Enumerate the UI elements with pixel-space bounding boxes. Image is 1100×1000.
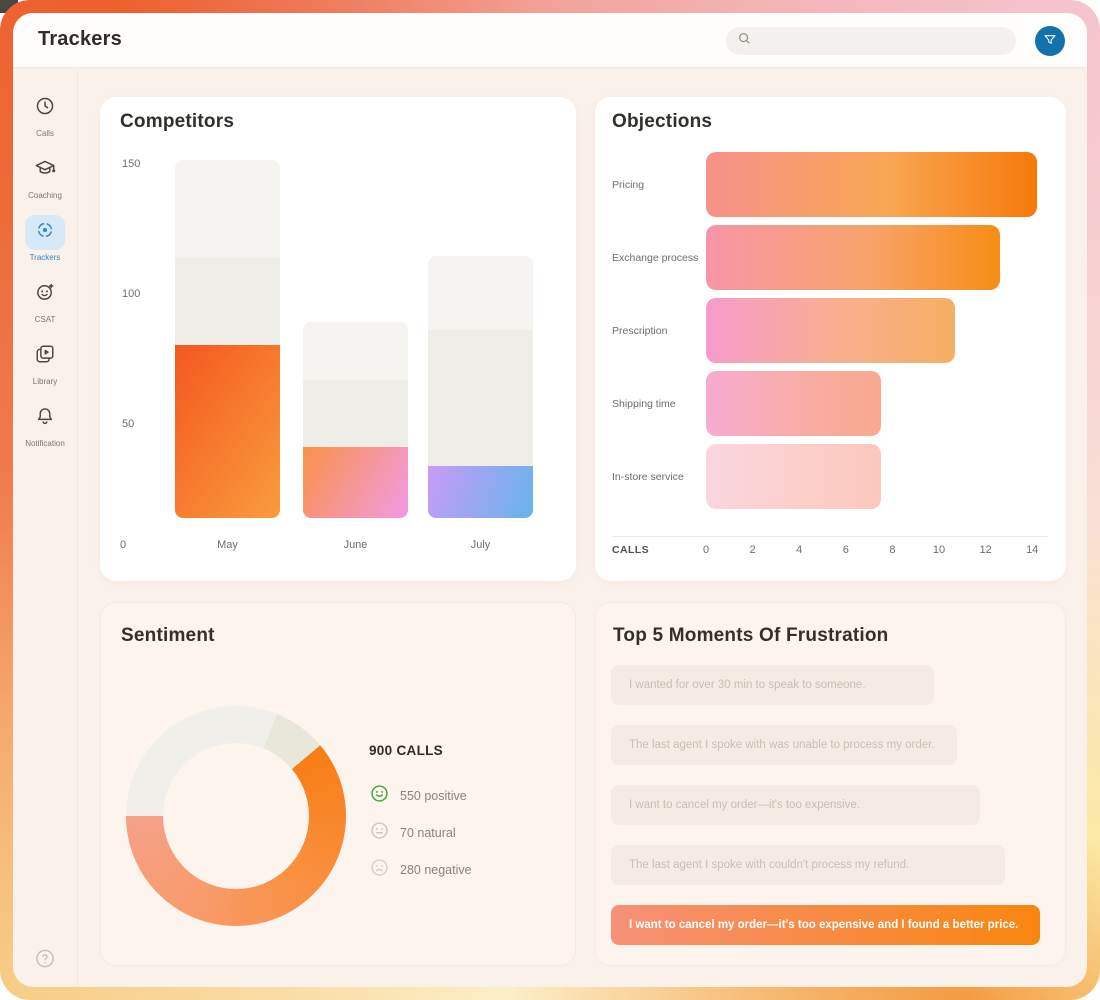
legend-natural-label: 70 natural	[400, 826, 456, 840]
objections-card: Objections Pricing Exchange process Prescr…	[595, 97, 1066, 581]
axis-divider	[612, 536, 1048, 537]
neutral-face-icon	[369, 820, 390, 846]
sidebar-item-label: Notification	[25, 439, 65, 448]
sidebar-item-notification[interactable]: Notification	[15, 401, 75, 448]
bar-segment-highlight	[428, 466, 533, 518]
legend-item-negative: 280 negative	[369, 857, 472, 883]
calls-total: 900 CALLS	[369, 743, 443, 758]
help-button[interactable]	[34, 947, 57, 973]
y-axis-tick: 50	[122, 418, 135, 430]
header: Trackers	[13, 13, 1087, 68]
x-axis-label-may: May	[217, 539, 238, 551]
objection-label: Prescription	[612, 324, 668, 337]
objection-bar-3[interactable]	[706, 298, 955, 363]
sidebar-item-label: Calls	[36, 129, 54, 138]
stacked-bar-may[interactable]	[175, 160, 280, 518]
sentiment-card: Sentiment 900 CALLS 550 positive 70 natu…	[100, 602, 576, 966]
x-axis-tick: 8	[889, 544, 896, 556]
bar-segment-highlight	[175, 345, 280, 518]
frustration-title: Top 5 Moments Of Frustration	[613, 625, 889, 646]
x-axis-tick: 0	[702, 544, 710, 556]
bar-segment-top	[303, 322, 408, 380]
funnel-icon	[1042, 32, 1058, 51]
y-axis-tick: 150	[122, 158, 141, 170]
objections-title: Objections	[612, 111, 713, 132]
clock-icon	[25, 91, 65, 126]
sentiment-title: Sentiment	[121, 625, 215, 646]
sidebar-item-label: Library	[32, 377, 58, 386]
sad-face-icon	[369, 857, 390, 883]
bell-icon	[25, 401, 65, 436]
sidebar-item-label: Trackers	[29, 253, 61, 262]
sidebar-item-csat[interactable]: CSAT	[15, 277, 75, 324]
objection-bar-4[interactable]	[706, 371, 881, 436]
donut-hole	[163, 743, 309, 889]
y-axis-origin: 0	[120, 539, 127, 551]
search-input[interactable]	[759, 34, 989, 48]
sidebar-item-calls[interactable]: Calls	[15, 91, 75, 138]
legend-negative-label: 280 negative	[400, 863, 472, 877]
objection-label: Pricing	[612, 178, 645, 191]
sidebar: Calls Coaching Trackers CSAT Library	[13, 69, 78, 987]
sidebar-item-coaching[interactable]: Coaching	[15, 153, 75, 200]
sentiment-summary: 900 CALLS 550 positive 70 natural 280 ne…	[369, 743, 472, 894]
competitors-card: Competitors 150 100 50 0 May June July	[100, 97, 576, 581]
bar-segment-top	[428, 256, 533, 330]
frustration-quote-1[interactable]: I wanted for over 30 min to speak to som…	[611, 665, 934, 705]
y-axis-tick: 100	[122, 288, 141, 300]
x-axis-tick: 4	[796, 544, 803, 556]
objection-label: Exchange process	[612, 251, 699, 264]
legend-item-positive: 550 positive	[369, 783, 472, 809]
x-axis-tick: 10	[932, 544, 946, 556]
competitors-title: Competitors	[120, 111, 235, 132]
x-axis-tick: 6	[842, 544, 849, 556]
x-axis-tick: 12	[979, 544, 992, 556]
frustration-quote-3[interactable]: I want to cancel my order—it's too expen…	[611, 785, 980, 825]
search-bar[interactable]	[726, 27, 1016, 55]
bar-segment-top	[175, 160, 280, 258]
frustration-card: Top 5 Moments Of Frustration I wanted fo…	[595, 602, 1066, 966]
legend-positive-label: 550 positive	[400, 789, 467, 803]
x-axis-title: CALLS	[612, 544, 649, 556]
bar-segment-mid	[303, 380, 408, 447]
objection-bar-1[interactable]	[706, 152, 1037, 217]
tracker-target-icon	[25, 215, 65, 250]
objection-bar-5[interactable]	[706, 444, 881, 509]
sidebar-item-label: Coaching	[28, 191, 62, 200]
bar-segment-highlight	[303, 447, 408, 518]
bar-segment-mid	[175, 258, 280, 345]
graduation-cap-icon	[25, 153, 65, 188]
frustration-quote-2[interactable]: The last agent I spoke with was unable t…	[611, 725, 957, 765]
search-icon	[737, 31, 752, 51]
x-axis-label-june: June	[343, 539, 368, 551]
stacked-bar-june[interactable]	[303, 322, 408, 518]
library-pages-icon	[25, 339, 65, 374]
legend-item-natural: 70 natural	[369, 820, 472, 846]
x-axis-tick: 14	[1026, 544, 1039, 556]
objection-label: In-store service	[612, 470, 684, 483]
filter-button[interactable]	[1035, 26, 1065, 56]
sidebar-item-label: CSAT	[34, 315, 56, 324]
smiley-sparkle-icon	[25, 277, 65, 312]
x-axis-tick: 2	[749, 544, 756, 556]
app-window: Trackers Calls Coaching	[13, 13, 1087, 987]
frustration-quote-4[interactable]: The last agent I spoke with couldn't pro…	[611, 845, 1005, 885]
question-circle-icon	[34, 949, 57, 973]
objection-bar-2[interactable]	[706, 225, 1000, 290]
page-title: Trackers	[38, 28, 122, 50]
bar-segment-mid	[428, 330, 533, 466]
frustration-quote-5[interactable]: I want to cancel my order—it's too expen…	[611, 905, 1040, 945]
stacked-bar-july[interactable]	[428, 256, 533, 518]
sidebar-item-library[interactable]: Library	[15, 339, 75, 386]
x-axis-label-july: July	[470, 539, 491, 551]
sidebar-item-trackers[interactable]: Trackers	[15, 215, 75, 262]
objection-label: Shipping time	[612, 397, 676, 410]
smile-face-icon	[369, 783, 390, 809]
